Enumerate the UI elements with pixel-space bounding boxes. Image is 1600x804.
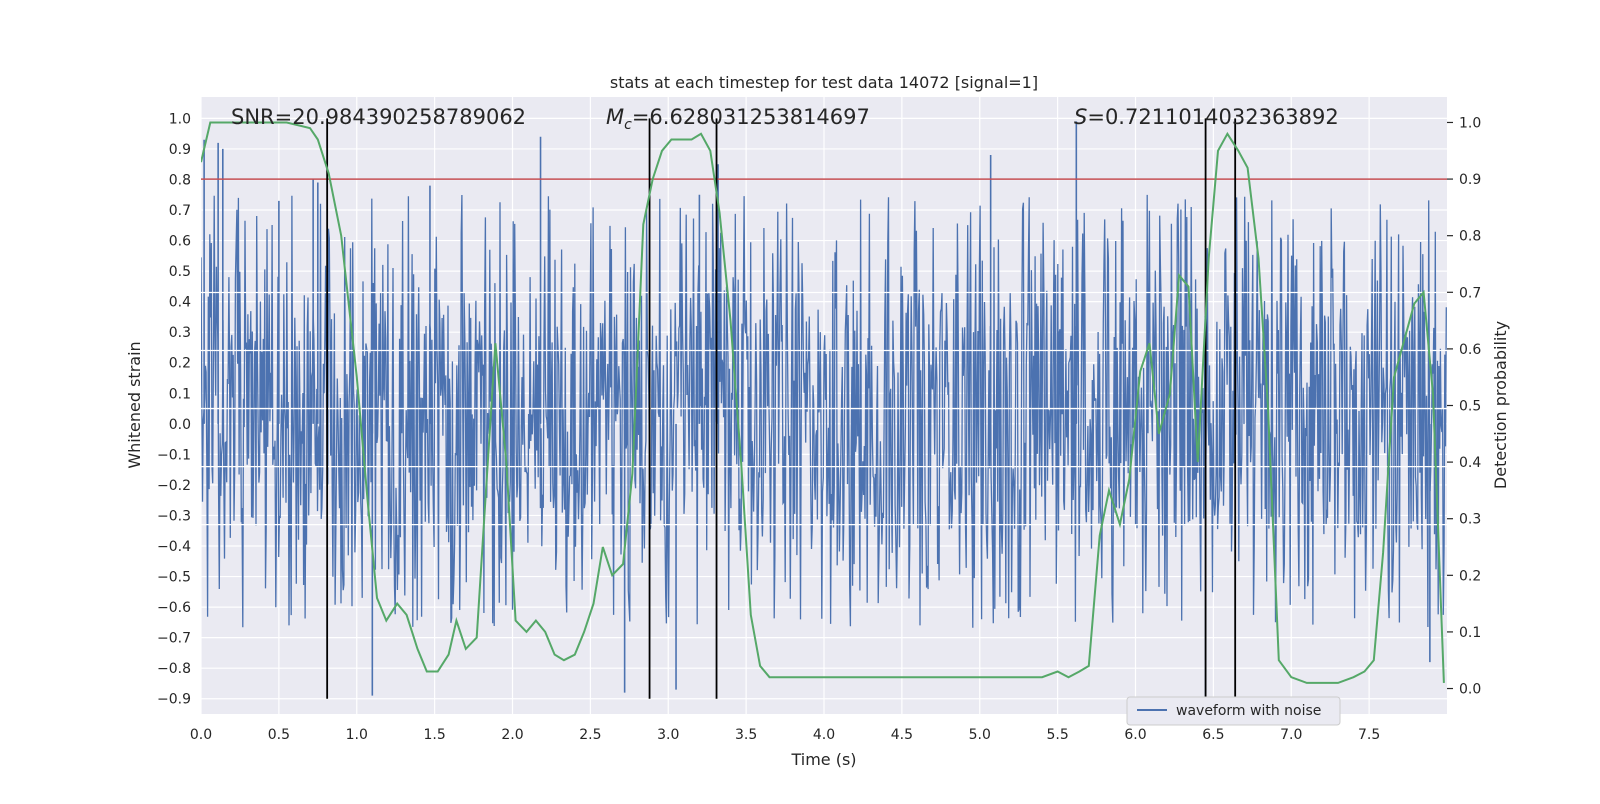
y-tick-label: −0.7 bbox=[157, 631, 191, 647]
chart-title: stats at each timestep for test data 140… bbox=[610, 73, 1038, 92]
x-tick-label: 7.0 bbox=[1280, 727, 1302, 743]
y2-axis-label: Detection probability bbox=[1491, 321, 1510, 489]
plot-area bbox=[201, 118, 1447, 699]
x-tick-label: 3.0 bbox=[657, 727, 679, 743]
s-annotation: S=0.7211014032363892 bbox=[1074, 105, 1339, 129]
y-tick-label: 0.1 bbox=[169, 386, 191, 402]
y2-tick-label: 0.3 bbox=[1459, 512, 1481, 528]
axes: 0.0 0.5 1.0 1.5 2.0 2.5 3.0 3.5 4.0 4.5 5.0 5.5 6.0 6… bbox=[157, 111, 1481, 743]
y-tick-label: 0.6 bbox=[169, 234, 191, 250]
y-tick-label: −0.8 bbox=[157, 661, 191, 677]
y2-tick-label: 0.4 bbox=[1459, 455, 1481, 471]
x-tick-label: 4.0 bbox=[813, 727, 835, 743]
y-tick-label: 0.4 bbox=[169, 295, 191, 311]
probability-line bbox=[201, 121, 1445, 684]
y-tick-label: −0.9 bbox=[157, 692, 191, 708]
y-tick-label: 1.0 bbox=[169, 111, 191, 127]
legend-box bbox=[1126, 696, 1341, 726]
y-tick-label: −0.1 bbox=[157, 447, 191, 463]
chirp-mass-annotation: Mc=6.628031253814697 bbox=[606, 105, 870, 133]
y-tick-label: 0.2 bbox=[169, 356, 191, 372]
s-value: =0.7211014032363892 bbox=[1087, 105, 1338, 129]
y-tick-label: −0.5 bbox=[157, 570, 191, 586]
y2-tick-label: 0.9 bbox=[1459, 172, 1481, 188]
x-axis-label: Time (s) bbox=[790, 750, 856, 769]
legend-waveform-label: waveform with noise bbox=[1176, 703, 1321, 719]
x-tick-label: 7.5 bbox=[1358, 727, 1380, 743]
x-tick-label: 4.5 bbox=[891, 727, 913, 743]
y2-tick-label: 0.6 bbox=[1459, 342, 1481, 358]
x-tick-label: 6.0 bbox=[1124, 727, 1146, 743]
y2-tick-label: 0.8 bbox=[1459, 229, 1481, 245]
x-tick-label: 0.5 bbox=[268, 727, 290, 743]
snr-annotation: SNR=20.984390258789062 bbox=[231, 105, 526, 129]
x-tick-label: 5.5 bbox=[1046, 727, 1068, 743]
x-tick-label: 0.0 bbox=[190, 727, 212, 743]
y-tick-label: 0.9 bbox=[169, 142, 191, 158]
y-tick-label: −0.2 bbox=[157, 478, 191, 494]
y2-tick-label: 0.5 bbox=[1459, 399, 1481, 415]
x-tick-label: 2.5 bbox=[579, 727, 601, 743]
y-tick-label: 0.7 bbox=[169, 203, 191, 219]
y-tick-label: 0.8 bbox=[169, 172, 191, 188]
chirp-mass-value: =6.628031253814697 bbox=[632, 105, 870, 129]
y-axis-label: Whitened strain bbox=[125, 341, 144, 468]
waveform-line bbox=[201, 194, 1447, 628]
y-tick-label: −0.4 bbox=[157, 539, 191, 555]
overlay-lines bbox=[201, 118, 1447, 699]
x-tick-label: 1.0 bbox=[346, 727, 368, 743]
y2-tick-label: 0.2 bbox=[1459, 568, 1481, 584]
legend: waveform with noise bbox=[1126, 696, 1341, 726]
y-tick-label: −0.6 bbox=[157, 600, 191, 616]
x-tick-label: 1.5 bbox=[423, 727, 445, 743]
x-tick-label: 5.0 bbox=[969, 727, 991, 743]
y-tick-label: 0.3 bbox=[169, 325, 191, 341]
y-tick-label: −0.3 bbox=[157, 508, 191, 524]
y-tick-label: 0.5 bbox=[169, 264, 191, 280]
chirp-mass-subscript: c bbox=[624, 117, 632, 133]
y-tick-label: 0.0 bbox=[169, 417, 191, 433]
y2-tick-label: 0.1 bbox=[1459, 625, 1481, 641]
chirp-mass-symbol: M bbox=[606, 105, 624, 129]
x-tick-label: 3.5 bbox=[735, 727, 757, 743]
y2-tick-label: 0.0 bbox=[1459, 682, 1481, 698]
y2-tick-label: 0.7 bbox=[1459, 285, 1481, 301]
s-symbol: S bbox=[1074, 105, 1087, 129]
x-tick-label: 6.5 bbox=[1202, 727, 1224, 743]
x-tick-label: 2.0 bbox=[501, 727, 523, 743]
y2-tick-label: 1.0 bbox=[1459, 115, 1481, 131]
